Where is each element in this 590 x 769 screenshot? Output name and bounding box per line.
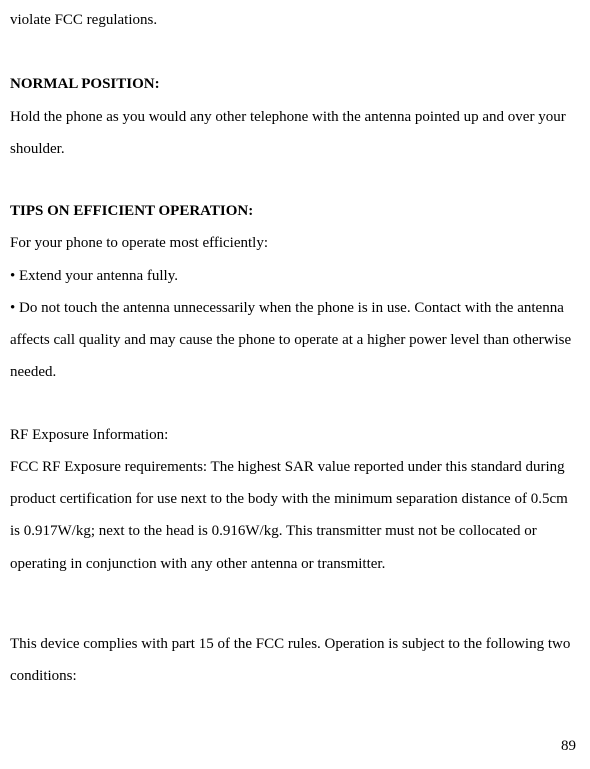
bullet-extend-antenna: • Extend your antenna fully. (10, 260, 580, 292)
page-content: violate FCC regulations. NORMAL POSITION… (0, 0, 590, 692)
para-tips-intro: For your phone to operate most efficient… (10, 227, 580, 259)
spacer (10, 580, 580, 628)
text-fragment: violate FCC regulations. (10, 4, 580, 36)
para-rf-exposure: FCC RF Exposure requirements: The highes… (10, 451, 580, 580)
spacer (10, 165, 580, 195)
spacer (10, 36, 580, 68)
para-normal-position: Hold the phone as you would any other te… (10, 101, 580, 166)
bullet-do-not-touch: • Do not touch the antenna unnecessarily… (10, 292, 580, 389)
page-number: 89 (561, 738, 576, 755)
para-part15: This device complies with part 15 of the… (10, 628, 580, 693)
heading-tips: TIPS ON EFFICIENT OPERATION: (10, 195, 580, 227)
spacer (10, 389, 580, 419)
subhead-rf-exposure: RF Exposure Information: (10, 419, 580, 451)
heading-normal-position: NORMAL POSITION: (10, 68, 580, 100)
